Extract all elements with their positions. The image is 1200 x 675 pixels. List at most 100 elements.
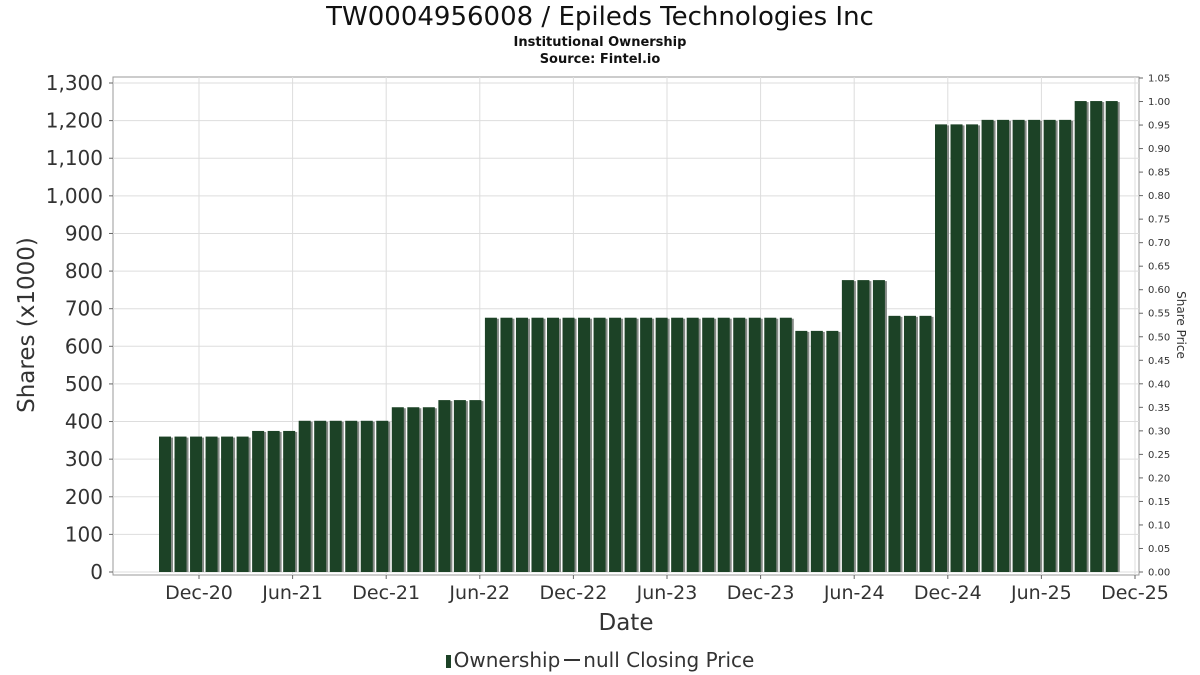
ownership-bar [841,280,854,572]
chart-subtitle: Institutional Ownership [513,35,687,50]
y-tick-label: 400 [65,410,103,434]
x-tick-label: Dec-20 [165,582,233,604]
ownership-bar [935,124,947,572]
ownership-bar [624,317,637,572]
ownership-bar [205,436,218,572]
ownership-bar [966,124,979,572]
ownership-bar [779,317,792,572]
ownership-bar [484,317,497,572]
x-tick-label: Dec-21 [352,582,420,604]
ownership-bar [733,317,746,572]
ownership-bar [888,315,901,572]
ownership-legend-swatch [445,655,451,668]
ownership-bar [221,436,234,572]
x-tick-label: Jun-21 [261,582,323,604]
ownership-bar [1043,119,1056,573]
y2-tick-label: 0.15 [1148,497,1170,508]
y-tick-label: 0 [90,560,103,584]
ownership-bar [515,317,528,572]
ownership-bar [702,317,715,572]
ownership-bar [872,280,885,572]
y2-tick-label: 0.60 [1148,285,1170,296]
x-tick-label: Jun-23 [636,582,698,604]
ownership-bar [314,420,327,572]
ownership-bar [686,317,699,572]
ownership-bar [345,420,358,572]
ownership-bar [298,420,311,572]
ownership-bar [1012,119,1025,573]
ownership-bar [500,317,513,572]
chart-title: TW0004956008 / Epileds Technologies Inc [326,2,874,32]
ownership-bar [236,436,249,572]
chart-source: Source: Fintel.io [539,52,661,67]
ownership-bar [1105,101,1118,572]
y2-tick-label: 0.20 [1148,473,1170,484]
ownership-bar [1090,101,1103,572]
ownership-bar [422,407,435,572]
y2-tick-label: 1.05 [1148,74,1170,85]
x-tick-label: Dec-22 [539,582,607,604]
ownership-bar [997,119,1010,573]
y-tick-label: 600 [65,334,103,358]
y2-tick-label: 0.75 [1148,215,1170,226]
x-tick-label: Dec-23 [727,582,795,604]
ownership-bar [438,400,451,572]
ownership-bar [376,420,389,572]
ownership-bar [329,420,342,572]
y2-tick-label: 0.10 [1148,520,1170,531]
ownership-bar [903,315,916,572]
y2-tick-label: 0.70 [1148,238,1170,249]
ownership-bar [562,317,575,572]
y2-tick-label: 0.55 [1148,309,1170,320]
y2-tick-label: 0.50 [1148,332,1170,343]
ownership-legend-label: Ownership [453,648,561,672]
x-tick-label: Jun-22 [448,582,510,604]
ownership-bar [609,317,622,572]
y-tick-label: 800 [65,259,103,283]
ownership-bar [981,119,994,573]
ownership-bar [267,430,280,572]
ownership-bar [469,400,482,572]
y2-tick-label: 0.95 [1148,121,1170,132]
y2-tick-label: 0.65 [1148,262,1170,273]
ownership-bar [360,420,373,572]
y2-tick-label: 0.85 [1148,168,1170,179]
ownership-bar [1059,119,1072,573]
ownership-bar [857,280,870,572]
y-tick-label: 1,100 [46,146,103,170]
y2-tick-label: 0.30 [1148,426,1170,437]
y-tick-label: 500 [65,372,103,396]
y-tick-label: 900 [65,221,103,245]
chart-legend: Ownership null Closing Price [0,648,1200,672]
y2-tick-label: 0.05 [1148,544,1170,555]
x-tick-label: Dec-25 [1101,582,1169,604]
price-legend-line [564,659,581,661]
y2-tick-label: 0.80 [1148,191,1170,202]
x-axis-title: Date [599,610,654,636]
ownership-bar [391,407,404,572]
ownership-bar [671,317,684,572]
x-tick-label: Jun-24 [823,582,885,604]
y-tick-label: 100 [65,522,103,546]
ownership-bar [190,436,203,572]
ownership-bar [1028,119,1041,573]
y2-tick-label: 0.40 [1148,379,1170,390]
y-tick-label: 300 [65,447,103,471]
ownership-bar [407,407,420,572]
ownership-bar [764,317,777,572]
y-axis-title: Shares (x1000) [14,237,40,413]
ownership-bar [1074,101,1087,572]
x-tick-label: Jun-25 [1010,582,1072,604]
ownership-bar [283,430,296,572]
y2-axis-title: Share Price [1174,291,1188,359]
y2-tick-label: 1.00 [1148,97,1170,108]
ownership-bar [578,317,591,572]
ownership-bar [159,436,171,572]
ownership-bar [453,400,466,572]
y2-tick-label: 0.35 [1148,403,1170,414]
y2-tick-label: 0.00 [1148,568,1170,579]
y-tick-label: 1,300 [46,71,103,95]
y2-tick-label: 0.45 [1148,356,1170,367]
ownership-bar [547,317,559,572]
